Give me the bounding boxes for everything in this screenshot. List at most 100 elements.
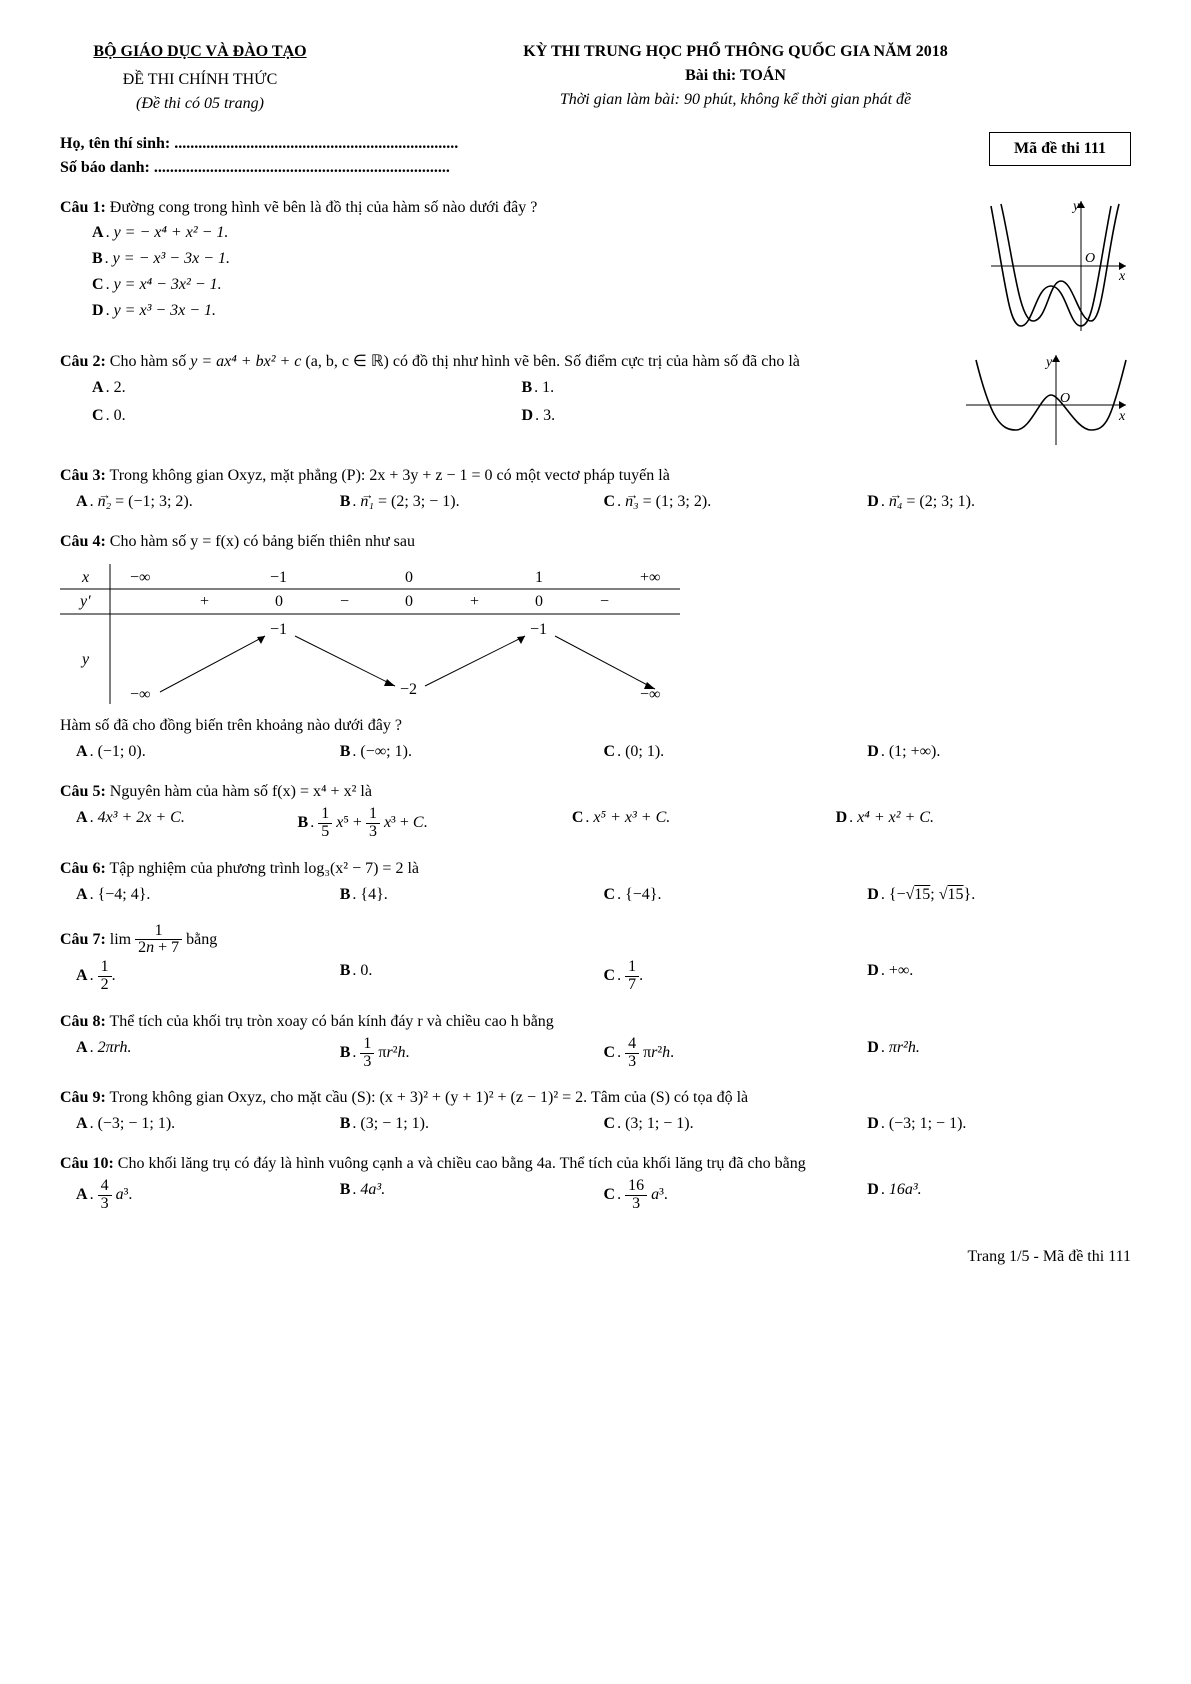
svg-text:y: y bbox=[1044, 355, 1053, 370]
q2-options: A. 2.B. 1. C. 0.D. 3. bbox=[92, 374, 951, 430]
q3-optB: = (2; 3; − 1). bbox=[374, 493, 460, 510]
svg-text:y′: y′ bbox=[78, 593, 91, 610]
q1-optB: y = − x³ − 3x − 1. bbox=[113, 250, 230, 267]
document-header: BỘ GIÁO DỤC VÀ ĐÀO TẠO ĐỀ THI CHÍNH THỨC… bbox=[60, 40, 1131, 116]
ministry-name: BỘ GIÁO DỤC VÀ ĐÀO TẠO bbox=[60, 40, 340, 64]
opt-label: B bbox=[92, 250, 103, 267]
opt-label: B bbox=[340, 743, 351, 760]
candidate-name-label: Họ, tên thí sinh: ......................… bbox=[60, 135, 458, 152]
header-left: BỘ GIÁO DỤC VÀ ĐÀO TẠO ĐỀ THI CHÍNH THỨC… bbox=[60, 40, 340, 116]
q4-optD: (1; +∞). bbox=[889, 743, 941, 760]
q4-optB: (−∞; 1). bbox=[360, 743, 412, 760]
svg-text:0: 0 bbox=[535, 593, 543, 610]
q7-options: A. 12. B. 0. C. 17. D. +∞. bbox=[76, 957, 1131, 996]
q2-formula: y = ax⁴ + bx² + c bbox=[190, 353, 301, 370]
candidate-name-line: Họ, tên thí sinh: ......................… bbox=[60, 132, 458, 156]
question-2: Câu 2: Cho hàm số y = ax⁴ + bx² + c (a, … bbox=[60, 350, 1131, 450]
q7-label: Câu 7: bbox=[60, 931, 106, 948]
q8-optA: 2πrh. bbox=[98, 1039, 132, 1056]
opt-label: D bbox=[92, 302, 104, 319]
question-8: Câu 8: Thể tích của khối trụ tròn xoay c… bbox=[60, 1010, 1131, 1073]
opt-label: B bbox=[340, 1115, 351, 1132]
question-7: Câu 7: lim 12n + 7 bằng A. 12. B. 0. C. … bbox=[60, 923, 1131, 996]
q10-options: A. 43 a³. B. 4a³. C. 163 a³. D. 16a³. bbox=[76, 1176, 1131, 1215]
q5-optA: 4x³ + 2x + C. bbox=[98, 809, 185, 826]
candidate-id-line: Số báo danh: ...........................… bbox=[60, 156, 458, 180]
svg-text:+∞: +∞ bbox=[640, 569, 660, 586]
svg-text:0: 0 bbox=[405, 593, 413, 610]
opt-label: D bbox=[867, 743, 879, 760]
q3-optA: = (−1; 3; 2). bbox=[111, 493, 193, 510]
question-6: Câu 6: Tập nghiệm của phương trình log₃(… bbox=[60, 857, 1131, 909]
vec-n3: n₃ bbox=[625, 493, 639, 510]
question-5: Câu 5: Nguyên hàm của hàm số f(x) = x⁴ +… bbox=[60, 780, 1131, 843]
q8-stem: Thể tích của khối trụ tròn xoay có bán k… bbox=[110, 1013, 554, 1030]
q8-optD: πr²h. bbox=[889, 1039, 920, 1056]
variation-table: x y′ y −∞ −1 0 1 +∞ + 0 − 0 + 0 − −∞ −1 … bbox=[60, 564, 1131, 704]
q2-optC: 0. bbox=[114, 407, 126, 424]
q6-options: A. {−4; 4}. B. {4}. C. {−4}. D. {−√15; √… bbox=[76, 881, 1131, 909]
opt-label: B bbox=[298, 814, 309, 831]
q7-optC: 17. bbox=[625, 967, 643, 984]
official-label: ĐỀ THI CHÍNH THỨC bbox=[60, 68, 340, 92]
svg-text:x: x bbox=[81, 569, 89, 586]
question-10: Câu 10: Cho khối lăng trụ có đáy là hình… bbox=[60, 1152, 1131, 1215]
opt-label: D bbox=[836, 809, 848, 826]
opt-label: C bbox=[604, 967, 616, 984]
q9-stem: Trong không gian Oxyz, cho mặt cầu (S): … bbox=[110, 1089, 749, 1106]
q7-optD: +∞. bbox=[889, 962, 913, 979]
opt-label: C bbox=[604, 1115, 616, 1132]
q6-optC: {−4}. bbox=[625, 886, 661, 903]
opt-label: A bbox=[76, 967, 88, 984]
vec-n1: n₁ bbox=[360, 493, 374, 510]
q10-optA: 43 a³. bbox=[98, 1186, 133, 1203]
opt-label: A bbox=[76, 1115, 88, 1132]
duration: Thời gian làm bài: 90 phút, không kể thờ… bbox=[340, 88, 1131, 112]
q2-optD: 3. bbox=[543, 407, 555, 424]
q6-optB: {4}. bbox=[360, 886, 387, 903]
page-footer: Trang 1/5 - Mã đề thi 111 bbox=[60, 1245, 1131, 1269]
opt-label: B bbox=[340, 962, 351, 979]
vec-n2: n₂ bbox=[98, 493, 112, 510]
q7-optA: 12. bbox=[98, 967, 116, 984]
opt-label: A bbox=[92, 379, 104, 396]
q6-stem: Tập nghiệm của phương trình log₃(x² − 7)… bbox=[110, 860, 420, 877]
q1-options: A. y = − x⁴ + x² − 1. B. y = − x³ − 3x −… bbox=[92, 220, 971, 324]
q5-optD: x⁴ + x² + C. bbox=[857, 809, 934, 826]
opt-label: B bbox=[340, 1044, 351, 1061]
subject: Bài thi: TOÁN bbox=[340, 64, 1131, 88]
opt-label: D bbox=[522, 407, 534, 424]
q7-stem: lim 12n + 7 bằng bbox=[110, 931, 217, 948]
svg-text:O: O bbox=[1085, 251, 1095, 266]
q9-optD: (−3; 1; − 1). bbox=[889, 1115, 967, 1132]
svg-text:x: x bbox=[1118, 269, 1126, 284]
q9-label: Câu 9: bbox=[60, 1089, 106, 1106]
svg-text:−: − bbox=[340, 593, 349, 610]
q6-optA: {−4; 4}. bbox=[98, 886, 151, 903]
q9-options: A. (−3; − 1; 1). B. (3; − 1; 1). C. (3; … bbox=[76, 1110, 1131, 1138]
q3-label: Câu 3: bbox=[60, 467, 106, 484]
q2-stem-b: (a, b, c ∈ ℝ) có đồ thị như hình vẽ bên.… bbox=[305, 353, 800, 370]
opt-label: C bbox=[572, 809, 584, 826]
svg-text:+: + bbox=[470, 593, 479, 610]
q10-stem: Cho khối lăng trụ có đáy là hình vuông c… bbox=[118, 1155, 806, 1172]
q1-label: Câu 1: bbox=[60, 199, 106, 216]
q3-optD: = (2; 3; 1). bbox=[902, 493, 975, 510]
opt-label: A bbox=[76, 493, 88, 510]
question-1: Câu 1: Đường cong trong hình vẽ bên là đ… bbox=[60, 196, 1131, 336]
exam-code-box: Mã đề thi 111 bbox=[989, 132, 1131, 166]
q8-optC: 43 πr²h. bbox=[625, 1044, 674, 1061]
svg-text:x: x bbox=[1118, 409, 1126, 424]
q5-optB: 15 x⁵ + 13 x³ + C. bbox=[318, 814, 427, 831]
opt-label: A bbox=[76, 1039, 88, 1056]
opt-label: C bbox=[604, 743, 616, 760]
q2-optB: 1. bbox=[542, 379, 554, 396]
svg-text:y: y bbox=[80, 651, 90, 668]
q4-optC: (0; 1). bbox=[625, 743, 664, 760]
opt-label: A bbox=[76, 809, 88, 826]
q2-stem-a: Cho hàm số bbox=[110, 353, 190, 370]
exam-title: KỲ THI TRUNG HỌC PHỔ THÔNG QUỐC GIA NĂM … bbox=[340, 40, 1131, 64]
q10-label: Câu 10: bbox=[60, 1155, 114, 1172]
q4-optA: (−1; 0). bbox=[98, 743, 146, 760]
question-3: Câu 3: Trong không gian Oxyz, mặt phẳng … bbox=[60, 464, 1131, 516]
